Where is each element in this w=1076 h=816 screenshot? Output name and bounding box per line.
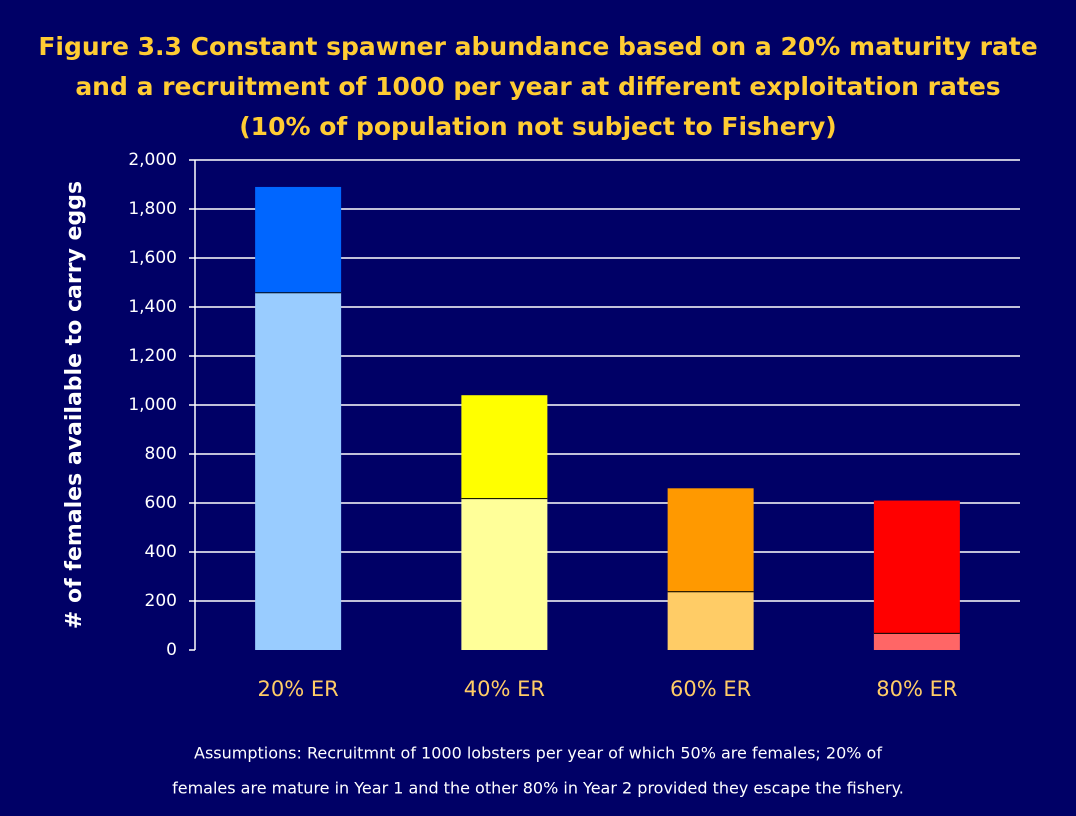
- y-tick-label: 1,000: [128, 395, 177, 415]
- chart-title: and a recruitment of 1000 per year at di…: [75, 72, 1000, 101]
- y-tick-label: 0: [166, 640, 177, 660]
- x-tick-label: 40% ER: [464, 677, 545, 701]
- y-tick-label: 600: [145, 493, 177, 513]
- bar-segment: [461, 498, 548, 650]
- chart-title: Figure 3.3 Constant spawner abundance ba…: [38, 32, 1037, 61]
- footnote: females are mature in Year 1 and the oth…: [172, 779, 904, 798]
- bar-segment: [873, 632, 960, 650]
- x-tick-label: 60% ER: [670, 677, 751, 701]
- y-tick-label: 400: [145, 542, 177, 562]
- bar-segment: [667, 591, 754, 650]
- bar-segment: [873, 500, 960, 633]
- footnote: Assumptions: Recruitmnt of 1000 lobsters…: [194, 744, 882, 763]
- y-tick-label: 1,800: [128, 199, 177, 219]
- bar-segment: [255, 292, 342, 650]
- y-tick-label: 2,000: [128, 150, 177, 170]
- y-axis-label: # of females available to carry eggs: [62, 181, 87, 629]
- y-tick-label: 200: [145, 591, 177, 611]
- bar-segment: [667, 488, 754, 592]
- y-tick-label: 1,600: [128, 248, 177, 268]
- x-tick-label: 20% ER: [258, 677, 339, 701]
- y-tick-label: 800: [145, 444, 177, 464]
- chart-title: (10% of population not subject to Fisher…: [239, 112, 837, 141]
- bar-segment: [255, 186, 342, 293]
- y-tick-label: 1,400: [128, 297, 177, 317]
- x-tick-label: 80% ER: [876, 677, 957, 701]
- y-tick-label: 1,200: [128, 346, 177, 366]
- bar-segment: [461, 395, 548, 499]
